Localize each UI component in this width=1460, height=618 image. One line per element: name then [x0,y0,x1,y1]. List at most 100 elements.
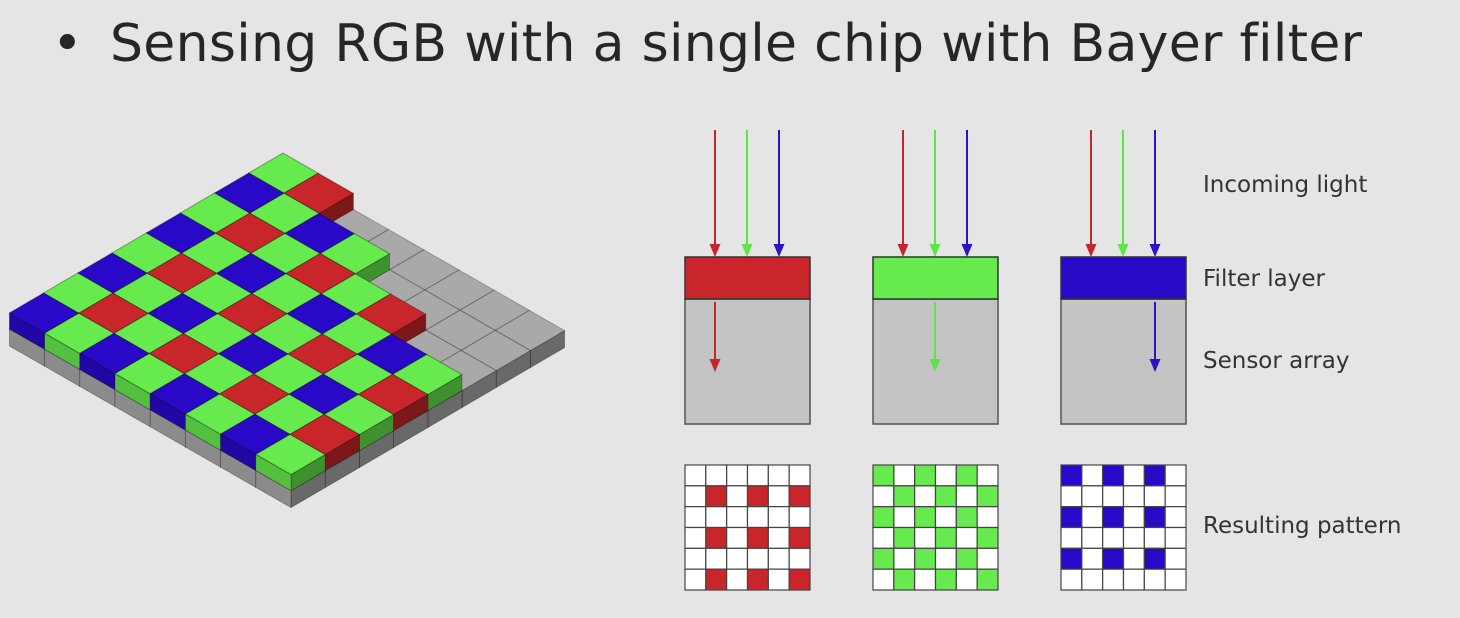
red-pattern-cell [705,464,728,487]
incoming-light-label: Incoming light [1203,172,1367,198]
blue-pattern-cell [1102,547,1125,570]
red-pattern-cell [746,547,769,570]
red-pattern-cell [767,464,790,487]
blue-pattern-cell [1143,464,1166,487]
green-pattern-cell [914,568,937,591]
green-pattern-cell [872,464,895,487]
blue-pattern-cell [1102,464,1125,487]
red-arrow-head [709,244,721,257]
green-channel-panel [872,130,999,591]
blue-pattern-cell [1102,526,1125,549]
red-pattern-cell [726,506,749,529]
green-pattern-cell [872,526,895,549]
blue-pattern-cell [1081,485,1104,508]
sensor-array-label: Sensor array [1203,348,1349,374]
blue-pattern-cell [1060,526,1083,549]
green-pattern-cell [934,485,957,508]
blue-arrow-head [961,244,973,257]
blue-pattern-cell [1122,547,1145,570]
red-filter-layer [684,256,811,300]
blue-pattern-cell [1081,526,1104,549]
green-arrow-head [929,244,941,257]
blue-pattern-cell [1164,506,1187,529]
red-pattern-cell [684,568,707,591]
red-pattern-cell [684,485,707,508]
blue-pattern-cell [1122,506,1145,529]
title-text: Sensing RGB with a single chip with Baye… [110,14,1363,74]
red-pattern-cell [767,526,790,549]
green-pattern-cell [955,568,978,591]
blue-pattern-cell [1060,464,1083,487]
blue-pattern-cell [1164,526,1187,549]
bayer-mosaic-3d [8,152,566,509]
red-pattern-cell [767,485,790,508]
red-pattern-cell [726,568,749,591]
green-pattern-cell [872,506,895,529]
green-pattern-cell [872,485,895,508]
green-pattern-cell [976,526,999,549]
green-pattern-cell [914,547,937,570]
red-pattern-cell [684,547,707,570]
red-pattern-cell [767,506,790,529]
green-resulting-pattern [872,464,999,591]
blue-pattern-cell [1143,485,1166,508]
red-pattern-cell [746,506,769,529]
blue-pattern-cell [1081,464,1104,487]
blue-incoming-light-arrows [1085,130,1161,257]
red-transmitted-arrow-head [709,359,721,372]
green-pattern-cell [955,464,978,487]
blue-pattern-cell [1143,506,1166,529]
blue-pattern-cell [1122,568,1145,591]
red-pattern-cell [705,506,728,529]
green-pattern-cell [955,526,978,549]
green-pattern-cell [976,464,999,487]
blue-pattern-cell [1081,547,1104,570]
green-pattern-cell [893,526,916,549]
red-incoming-light-arrows [709,130,785,257]
blue-pattern-cell [1143,547,1166,570]
green-pattern-cell [955,506,978,529]
red-pattern-cell [788,485,811,508]
blue-sensor-array [1060,298,1187,425]
green-pattern-cell [976,547,999,570]
blue-pattern-cell [1164,485,1187,508]
red-pattern-cell [746,485,769,508]
red-pattern-cell [684,464,707,487]
red-pattern-cell [726,464,749,487]
green-pattern-cell [914,506,937,529]
green-pattern-cell [872,568,895,591]
blue-pattern-cell [1081,506,1104,529]
green-filter-layer [872,256,999,300]
blue-pattern-cell [1102,568,1125,591]
blue-pattern-cell [1143,568,1166,591]
green-pattern-cell [934,568,957,591]
red-pattern-cell [788,464,811,487]
blue-pattern-cell [1102,485,1125,508]
red-pattern-cell [788,568,811,591]
green-transmitted-arrow-head [929,359,941,372]
resulting-pattern-label: Resulting pattern [1203,513,1401,539]
blue-pattern-cell [1143,526,1166,549]
filter-green-cell-7-7 [254,433,327,492]
green-pattern-cell [955,485,978,508]
blue-transmitted-arrow [1149,302,1161,372]
red-pattern-cell [746,526,769,549]
blue-pattern-cell [1060,568,1083,591]
green-pattern-cell [976,485,999,508]
green-transmitted-arrow [929,302,941,372]
red-pattern-cell [705,485,728,508]
blue-pattern-cell [1060,506,1083,529]
bullet: • [52,14,83,74]
blue-pattern-cell [1164,547,1187,570]
green-pattern-cell [976,506,999,529]
channel-panels [684,130,1187,591]
red-pattern-cell [726,547,749,570]
red-pattern-cell [705,568,728,591]
red-sensor-array [684,298,811,425]
green-pattern-cell [893,485,916,508]
green-pattern-cell [893,464,916,487]
blue-pattern-cell [1122,526,1145,549]
red-pattern-cell [788,526,811,549]
red-pattern-cell [767,547,790,570]
red-arrow-head [897,244,909,257]
